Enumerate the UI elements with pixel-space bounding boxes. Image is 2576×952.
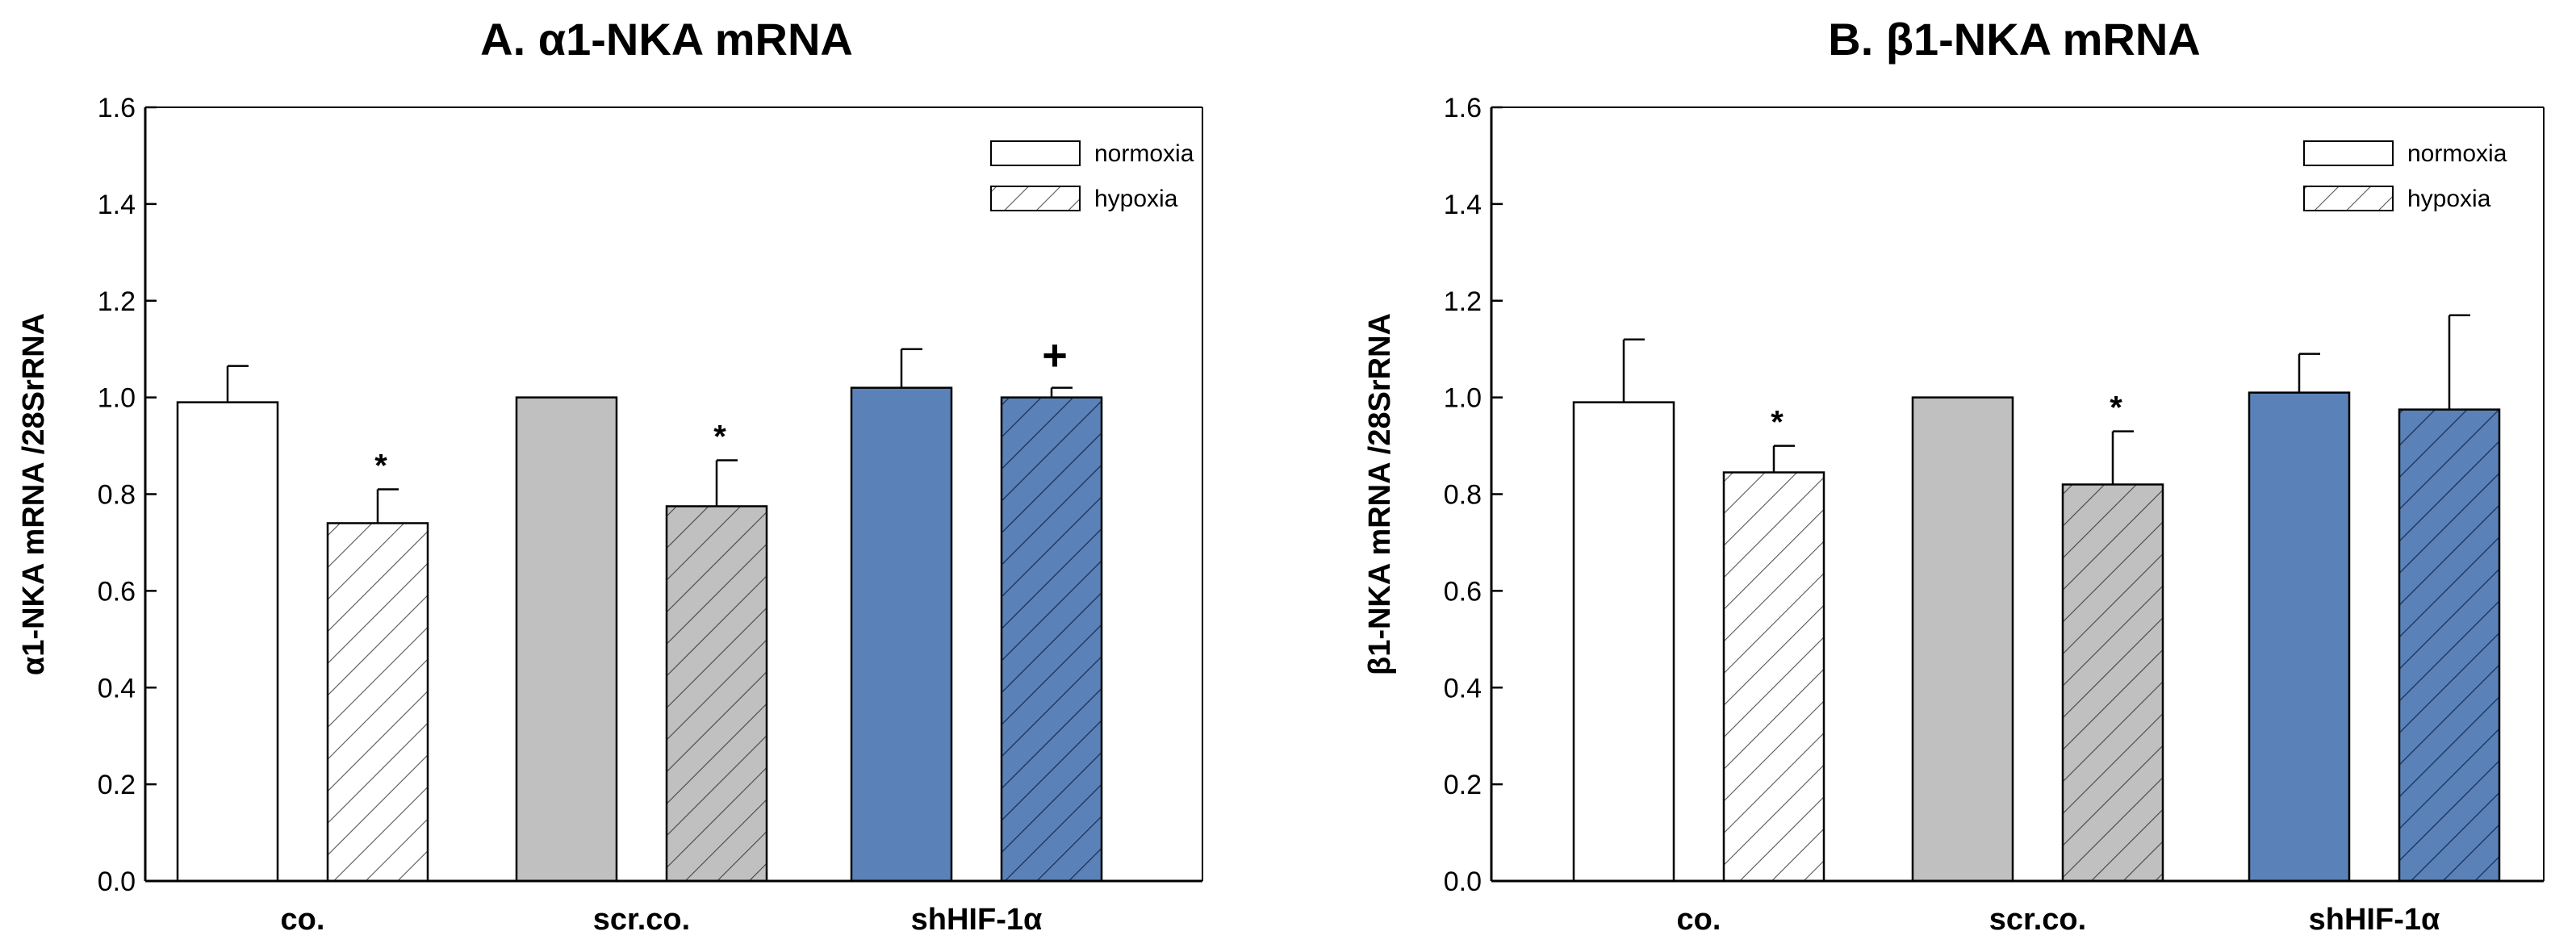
bar-hypoxia-0 <box>326 522 429 883</box>
y-tick-label: 1.2 <box>98 286 136 317</box>
bar-normoxia-2 <box>850 386 953 883</box>
x-category-label: co. <box>281 903 325 937</box>
y-tick-label: 1.2 <box>1444 286 1482 317</box>
bar-hypoxia-1 <box>665 505 768 883</box>
y-tick-label: 0.0 <box>1444 866 1482 897</box>
y-tick-label: 0.6 <box>1444 576 1482 607</box>
significance-marker: * <box>1771 405 1784 441</box>
y-tick-label: 0.8 <box>98 480 136 511</box>
significance-marker: * <box>2110 390 2122 426</box>
x-category-label: shHIF-1α <box>911 903 1043 937</box>
y-tick-label: 0.8 <box>1444 480 1482 511</box>
y-tick-label: 1.0 <box>1444 383 1482 414</box>
significance-marker: * <box>713 420 726 455</box>
x-category-label: co. <box>1677 903 1721 937</box>
y-tick-label: 1.6 <box>98 93 136 123</box>
bar-hypoxia-1 <box>2061 483 2164 883</box>
chart-title: B. β1-NKA mRNA <box>1828 14 2200 65</box>
bar-normoxia-0 <box>1572 401 1675 883</box>
chart-panel-a: A. α1-NKA mRNA α1-NKA mRNA /28SrRNA 0.0 0.2… <box>17 14 1203 937</box>
y-tick-label: 0.6 <box>98 576 136 607</box>
legend-label-normoxia: normoxia <box>2407 140 2507 167</box>
y-tick-label: 0.0 <box>98 866 136 897</box>
bar-hypoxia-0 <box>1722 471 1825 883</box>
legend-swatch-normoxia <box>990 140 1081 166</box>
legend-label-hypoxia: hypoxia <box>1094 186 1178 212</box>
x-category-label: shHIF-1α <box>2309 903 2440 937</box>
legend-label-hypoxia: hypoxia <box>2407 186 2491 212</box>
x-category-label: scr.co. <box>1989 903 2086 937</box>
legend-swatch-normoxia <box>2303 140 2394 166</box>
y-axis-label: α1-NKA mRNA /28SrRNA <box>17 313 51 675</box>
y-tick-label: 1.4 <box>1444 190 1482 220</box>
y-tick-label: 1.6 <box>1444 93 1482 123</box>
legend-swatch-hypoxia <box>2303 186 2394 211</box>
legend-label-normoxia: normoxia <box>1094 140 1194 167</box>
chart-title: A. α1-NKA mRNA <box>480 14 853 65</box>
chart-panel-b: B. β1-NKA mRNA β1-NKA mRNA /28SrRNA 0.0 0.2… <box>1363 14 2545 937</box>
x-category-label: scr.co. <box>593 903 690 937</box>
bar-normoxia-1 <box>1911 396 2014 883</box>
y-tick-label: 0.2 <box>98 770 136 800</box>
legend-swatch-hypoxia <box>990 186 1081 211</box>
bar-normoxia-2 <box>2248 391 2351 883</box>
y-tick-label: 1.4 <box>98 190 136 220</box>
bar-hypoxia-2 <box>2398 408 2501 883</box>
y-tick-label: 0.4 <box>98 673 136 704</box>
y-tick-label: 1.0 <box>98 383 136 414</box>
bar-normoxia-1 <box>515 396 618 883</box>
y-axis-label: β1-NKA mRNA /28SrRNA <box>1363 313 1397 675</box>
bar-hypoxia-2 <box>1000 396 1103 883</box>
significance-marker: + <box>1042 332 1068 380</box>
bar-normoxia-0 <box>176 401 279 883</box>
significance-marker: * <box>374 449 387 484</box>
y-tick-label: 0.2 <box>1444 770 1482 800</box>
y-tick-label: 0.4 <box>1444 673 1482 704</box>
